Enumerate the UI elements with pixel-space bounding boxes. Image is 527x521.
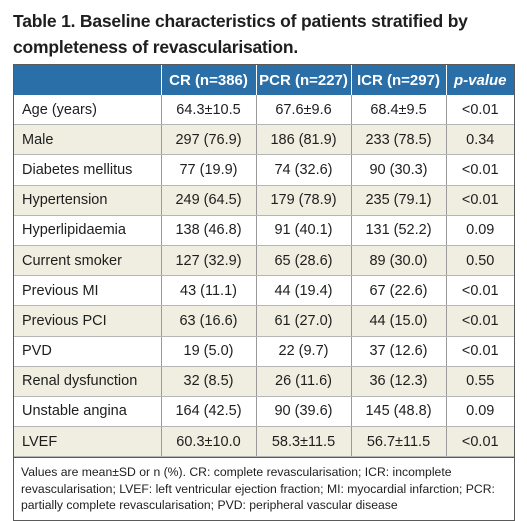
cell-pvalue: <0.01 [446,426,514,458]
table-row: PVD 19 (5.0) 22 (9.7) 37 (12.6) <0.01 [14,336,514,367]
cell-pcr: 67.6±9.6 [256,95,352,126]
cell-pcr: 26 (11.6) [256,366,352,397]
cell-icr: 67 (22.6) [351,275,447,307]
table-row: Male 297 (76.9) 186 (81.9) 233 (78.5) 0.34 [14,124,514,156]
row-label: Diabetes mellitus [14,154,162,186]
cell-icr: 235 (79.1) [351,185,447,216]
cell-icr: 145 (48.8) [351,396,447,428]
cell-cr: 127 (32.9) [161,245,257,277]
table-row: Age (years) 64.3±10.5 67.6±9.6 68.4±9.5 <0.0… [14,95,514,126]
table-row: LVEF 60.3±10.0 58.3±11.5 56.7±11.5 <0.01 [14,426,514,458]
cell-icr: 68.4±9.5 [351,95,447,126]
cell-pcr: 22 (9.7) [256,336,352,367]
cell-cr: 164 (42.5) [161,396,257,428]
cell-cr: 138 (46.8) [161,215,257,246]
table-row: Current smoker 127 (32.9) 65 (28.6) 89 (30.… [14,245,514,277]
cell-pcr: 58.3±11.5 [256,426,352,458]
cell-icr: 233 (78.5) [351,124,447,156]
cell-pvalue: 0.09 [446,215,514,246]
row-label: Renal dysfunction [14,366,162,397]
row-label: Hypertension [14,185,162,216]
cell-cr: 297 (76.9) [161,124,257,156]
row-label: Hyperlipidaemia [14,215,162,246]
header-pvalue-label: p-value [453,71,507,89]
cell-pvalue: <0.01 [446,95,514,126]
cell-cr: 64.3±10.5 [161,95,257,126]
row-label: PVD [14,336,162,367]
header-cr: CR (n=386) [161,65,257,95]
header-pvalue: p-value [446,65,514,95]
cell-pcr: 61 (27.0) [256,305,352,337]
cell-pvalue: <0.01 [446,154,514,186]
table-row: Hyperlipidaemia 138 (46.8) 91 (40.1) 131 (5… [14,215,514,246]
table-row: Previous MI 43 (11.1) 44 (19.4) 67 (22.6) <0… [14,275,514,307]
table-row: Renal dysfunction 32 (8.5) 26 (11.6) 36 (12… [14,366,514,397]
cell-cr: 63 (16.6) [161,305,257,337]
header-empty [14,65,162,95]
cell-pvalue: 0.34 [446,124,514,156]
cell-pvalue: <0.01 [446,275,514,307]
cell-pcr: 179 (78.9) [256,185,352,216]
cell-icr: 131 (52.2) [351,215,447,246]
row-label: LVEF [14,426,162,458]
cell-cr: 19 (5.0) [161,336,257,367]
table-row: Hypertension 249 (64.5) 179 (78.9) 235 (79.… [14,185,514,216]
cell-cr: 43 (11.1) [161,275,257,307]
cell-pcr: 65 (28.6) [256,245,352,277]
header-pcr: PCR (n=227) [256,65,352,95]
cell-icr: 44 (15.0) [351,305,447,337]
cell-cr: 32 (8.5) [161,366,257,397]
table-footnote: Values are mean±SD or n (%). CR: complet… [14,457,514,520]
cell-pvalue: <0.01 [446,305,514,337]
cell-icr: 56.7±11.5 [351,426,447,458]
cell-pcr: 186 (81.9) [256,124,352,156]
cell-cr: 77 (19.9) [161,154,257,186]
baseline-table: CR (n=386) PCR (n=227) ICR (n=297) p-val… [13,64,515,521]
cell-icr: 36 (12.3) [351,366,447,397]
cell-pcr: 90 (39.6) [256,396,352,428]
cell-pvalue: <0.01 [446,336,514,367]
row-label: Male [14,124,162,156]
cell-pvalue: <0.01 [446,185,514,216]
cell-pvalue: 0.09 [446,396,514,428]
row-label: Previous PCI [14,305,162,337]
row-label: Current smoker [14,245,162,277]
cell-pcr: 44 (19.4) [256,275,352,307]
table-body: Age (years) 64.3±10.5 67.6±9.6 68.4±9.5 <0.0… [14,95,514,458]
cell-icr: 90 (30.3) [351,154,447,186]
cell-icr: 37 (12.6) [351,336,447,367]
header-row: CR (n=386) PCR (n=227) ICR (n=297) p-val… [14,65,514,95]
cell-cr: 249 (64.5) [161,185,257,216]
cell-pvalue: 0.50 [446,245,514,277]
cell-icr: 89 (30.0) [351,245,447,277]
table-row: Previous PCI 63 (16.6) 61 (27.0) 44 (15.0) <… [14,305,514,337]
row-label: Age (years) [14,95,162,126]
cell-pcr: 91 (40.1) [256,215,352,246]
row-label: Previous MI [14,275,162,307]
cell-pvalue: 0.55 [446,366,514,397]
table-row: Unstable angina 164 (42.5) 90 (39.6) 145 (4… [14,396,514,428]
header-icr: ICR (n=297) [351,65,447,95]
table-title: Table 1. Baseline characteristics of pat… [13,11,468,57]
cell-cr: 60.3±10.0 [161,426,257,458]
table-row: Diabetes mellitus 77 (19.9) 74 (32.6) 90 (3… [14,154,514,186]
row-label: Unstable angina [14,396,162,428]
cell-pcr: 74 (32.6) [256,154,352,186]
